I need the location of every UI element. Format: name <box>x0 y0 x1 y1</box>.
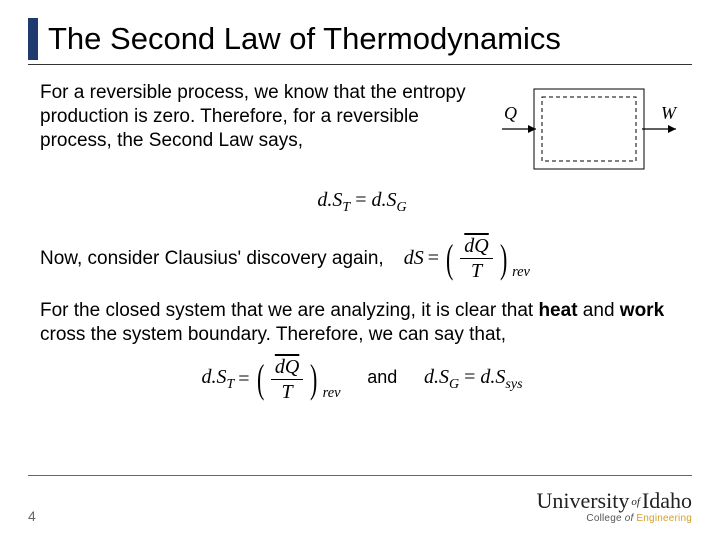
logo-idaho: Idaho <box>642 488 692 513</box>
eq3a-rev: rev <box>323 385 341 402</box>
p3-c: and <box>578 300 620 321</box>
eq3b-rhs: d.S <box>480 366 505 388</box>
footer: 4 UniversityofIdaho College of Engineeri… <box>0 490 720 524</box>
eq3a-lhs: d.S <box>201 366 226 388</box>
eq1-rhs-sub: G <box>396 200 406 215</box>
paragraph-1: For a reversible process, we know that t… <box>40 81 476 152</box>
logo-main: UniversityofIdaho <box>536 490 692 512</box>
footer-rule <box>28 475 692 476</box>
eq3a: d.ST = ( dQ T ) rev <box>201 357 340 402</box>
diagram-svg <box>494 83 684 175</box>
eq1-rhs: d.S <box>371 189 396 211</box>
eq2-num: dQ <box>464 235 488 257</box>
p3-e: cross the system boundary. Therefore, we… <box>40 324 506 345</box>
eq3b-lhs-sub: G <box>449 377 459 392</box>
diagram-w-label: W <box>661 103 676 124</box>
equation-1: d.ST = d.SG <box>40 189 684 216</box>
slide-title: The Second Law of Thermodynamics <box>48 21 561 57</box>
eq3a-lhs-sub: T <box>226 377 234 392</box>
logo-of: of <box>631 496 640 508</box>
row-clausius: Now, consider Clausius' discovery again,… <box>40 236 684 281</box>
title-accent-bar <box>28 18 38 60</box>
content-area: For a reversible process, we know that t… <box>28 81 692 402</box>
equation-2: dS = ( dQ T ) rev <box>404 236 530 281</box>
paragraph-3: For the closed system that we are analyz… <box>40 299 684 347</box>
eq3a-num: dQ <box>275 356 299 378</box>
logo-of2: of <box>625 513 637 524</box>
title-row: The Second Law of Thermodynamics <box>28 18 692 60</box>
equation-3: d.ST = ( dQ T ) rev and d.SG = d.Ssys <box>40 357 684 402</box>
inner-dashed-box <box>542 97 636 161</box>
eq2-rev: rev <box>512 264 530 281</box>
eq3b: d.SG = d.Ssys <box>424 366 523 388</box>
eq1-expr: d.ST = d.SG <box>317 189 406 211</box>
slide: The Second Law of Thermodynamics For a r… <box>0 0 720 540</box>
logo-univ: University <box>536 488 629 513</box>
and-label: and <box>367 367 397 387</box>
logo-college: College <box>586 513 624 524</box>
w-arrow-head <box>668 125 676 133</box>
eq2-frac: dQ T <box>460 236 492 281</box>
logo-sub: College of Engineering <box>536 514 692 524</box>
q-arrow-head <box>528 125 536 133</box>
logo-eng: Engineering <box>636 513 692 524</box>
page-number: 4 <box>28 508 36 524</box>
p3-work: work <box>620 300 664 321</box>
diagram-q-label: Q <box>504 103 517 124</box>
university-logo: UniversityofIdaho College of Engineering <box>536 490 692 524</box>
system-diagram: Q W <box>494 83 684 175</box>
eq2-lhs: dS <box>404 247 424 270</box>
p3-a: For the closed system that we are analyz… <box>40 300 538 321</box>
row-intro: For a reversible process, we know that t… <box>40 81 684 175</box>
eq1-lhs: d.S <box>317 189 342 211</box>
title-underline <box>28 64 692 65</box>
eq2-den: T <box>471 259 482 281</box>
outer-box <box>534 89 644 169</box>
eq3a-den: T <box>282 380 293 402</box>
eq3b-lhs: d.S <box>424 366 449 388</box>
paragraph-2: Now, consider Clausius' discovery again, <box>40 247 384 271</box>
eq3a-frac: dQ T <box>271 357 303 402</box>
eq3b-rhs-sub: sys <box>505 377 522 392</box>
eq1-lhs-sub: T <box>342 200 350 215</box>
p3-heat: heat <box>538 300 577 321</box>
